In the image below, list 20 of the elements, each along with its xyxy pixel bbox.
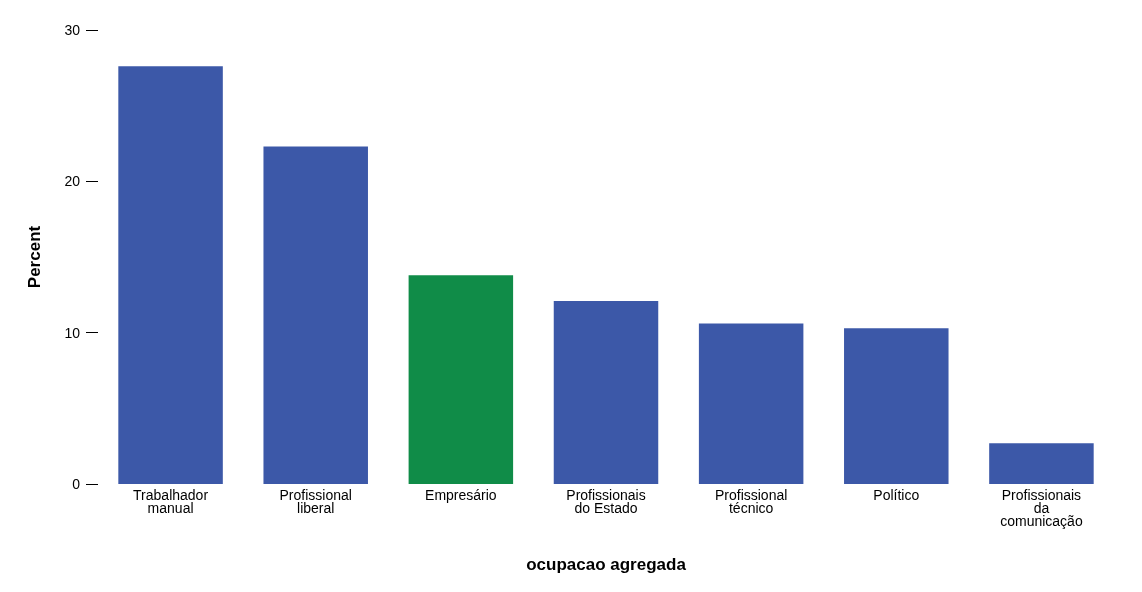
- bar: [118, 66, 223, 484]
- bar: [844, 328, 949, 484]
- y-tick-label: 0: [72, 476, 81, 492]
- x-tick-label: Trabalhador manual: [133, 486, 209, 516]
- x-tick-label: Profissionais do Estado: [566, 486, 646, 516]
- x-tick-label: Profissional liberal: [279, 486, 352, 516]
- bar: [553, 300, 659, 484]
- bar: [989, 443, 1094, 484]
- y-axis-title: Percent: [25, 225, 44, 289]
- y-tick-label: 20: [64, 173, 81, 190]
- bar: [698, 323, 804, 484]
- bar: [408, 275, 514, 484]
- y-tick-label: 30: [64, 22, 81, 38]
- x-tick-label: Profissionais da comunicação: [1000, 486, 1083, 529]
- bar: [263, 146, 368, 484]
- x-axis-title: ocupacao agregada: [526, 555, 687, 574]
- x-tick-label: Profissional técnico: [714, 486, 788, 516]
- x-tick-label: Empresário: [425, 486, 497, 503]
- y-tick-label: 10: [64, 324, 81, 341]
- x-tick-label: Político: [873, 486, 920, 503]
